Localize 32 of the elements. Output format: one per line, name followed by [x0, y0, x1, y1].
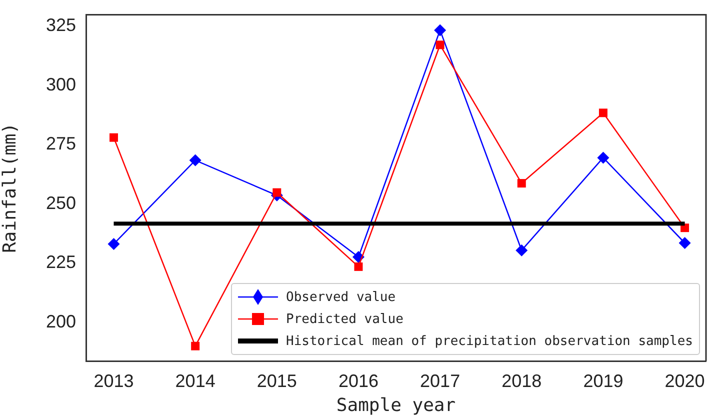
point [109, 133, 118, 142]
point [354, 262, 363, 271]
point [189, 154, 202, 166]
x-tick-label: 2015 [256, 370, 297, 391]
point [678, 236, 691, 249]
point [436, 40, 444, 50]
point [516, 244, 528, 256]
x-tick-label: 2018 [502, 370, 542, 391]
legend-label: Predicted value [286, 312, 404, 326]
point [598, 108, 608, 118]
point [434, 24, 446, 36]
point [597, 152, 610, 164]
x-tick-label: 2017 [420, 370, 460, 391]
y-tick-label: 200 [46, 311, 76, 332]
x-axis-title: Sample year [336, 394, 456, 416]
x-tick-label: 2020 [664, 370, 705, 391]
x-tick-label: 2014 [175, 370, 216, 391]
y-tick-label: 225 [46, 252, 76, 272]
point [272, 188, 282, 197]
y-tick-label: 300 [46, 74, 76, 94]
point [191, 342, 200, 350]
legend-label: Observed value [286, 290, 396, 304]
y-tick-label: 250 [46, 192, 76, 213]
legend-label: Historical mean of precipitation observation samples [286, 334, 693, 348]
point [108, 238, 120, 250]
y-tick-label: 325 [46, 15, 76, 36]
y-tick-label: 275 [46, 134, 76, 154]
x-tick-label: 2013 [94, 370, 134, 391]
x-tick-label: 2019 [583, 370, 624, 391]
y-axis-title: Rainfall(mm) [0, 122, 20, 253]
point [517, 179, 526, 188]
x-tick-label: 2016 [338, 370, 378, 391]
